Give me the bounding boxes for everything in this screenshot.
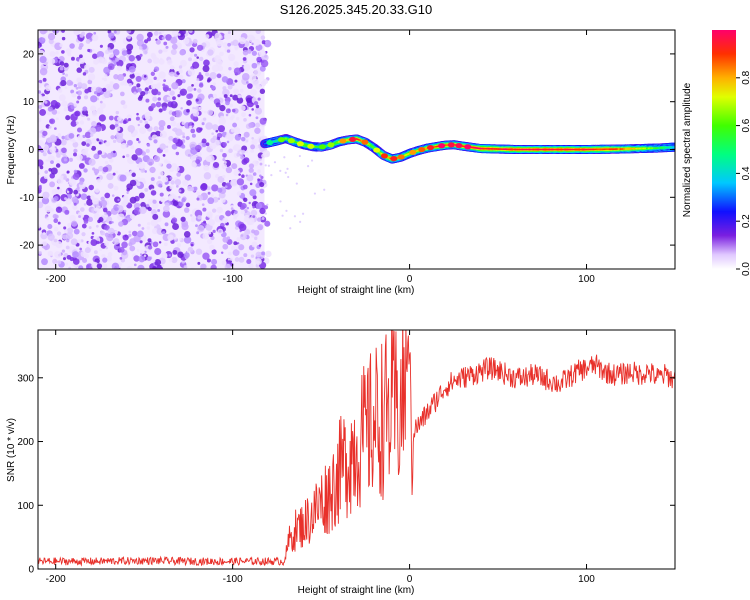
snr-ylabel: SNR (10 * v/v) — [6, 418, 17, 482]
signal-blob — [307, 143, 315, 149]
signal-blob — [373, 147, 381, 153]
spectrogram-xtick-label: -200 — [46, 274, 66, 285]
spectrogram-ytick-label: 0 — [28, 145, 34, 156]
spectrogram-xtick-label: 0 — [407, 274, 413, 285]
colorbar-tick-label: 0.8 — [741, 70, 750, 84]
snr-line — [38, 330, 675, 567]
snr-xlabel: Height of straight line (km) — [298, 585, 415, 596]
snr-xtick-label: 100 — [578, 574, 595, 585]
spectrogram-ytick-label: 10 — [23, 97, 35, 108]
signal-blob — [277, 137, 285, 143]
signal-blob — [349, 136, 357, 143]
colorbar-gradient — [712, 30, 736, 269]
colorbar-tick-label: 0.6 — [741, 118, 750, 132]
signal-blob — [397, 154, 405, 160]
signal-blob — [390, 156, 398, 162]
snr-plot: -200 -100 0 100 0 100 200 300 Height of straigh… — [6, 329, 676, 596]
spectrogram-ytick-label: -10 — [20, 193, 35, 204]
snr-xtick-label: 0 — [407, 574, 413, 585]
spectrogram-xtick-label: 100 — [578, 274, 595, 285]
page-title: S126.2025.345.20.33.G10 — [279, 2, 433, 17]
spectrogram-xtick-label: -100 — [223, 274, 243, 285]
signal-blob — [438, 143, 446, 149]
snr-xtick-label: -100 — [223, 574, 243, 585]
spectrogram-ytick-label: 20 — [23, 49, 35, 60]
spectrogram-ylabel: Frequency (Hz) — [6, 116, 17, 185]
colorbar-label: Normalized spectral amplitude — [682, 82, 693, 217]
signal-blob — [464, 144, 472, 150]
signal-blob — [455, 142, 463, 149]
colorbar-tick-label: 0.2 — [741, 214, 750, 228]
signal-blob — [418, 146, 426, 153]
snr-ytick-label: 100 — [17, 501, 34, 512]
spectrogram-signal-band — [259, 134, 675, 164]
signal-blob — [380, 153, 388, 159]
colorbar-tick-label: 0.0 — [741, 262, 750, 276]
signal-blob — [266, 139, 274, 146]
spectrogram-noise-speckle — [38, 30, 326, 269]
snr-xtick-label: -200 — [46, 574, 66, 585]
snr-ytick-label: 0 — [28, 565, 34, 576]
snr-frame — [37, 329, 676, 570]
signal-blob — [409, 149, 417, 155]
spectrogram-xlabel: Height of straight line (km) — [298, 285, 415, 296]
signal-blob — [287, 138, 295, 144]
signal-blob — [318, 144, 326, 150]
colorbar: 0.0 0.2 0.4 0.6 0.8 Normalized spectral ampl… — [682, 30, 750, 276]
signal-blob — [327, 142, 335, 148]
snr-ytick-label: 200 — [17, 437, 34, 448]
signal-blob — [361, 139, 369, 145]
colorbar-tick-label: 0.4 — [741, 166, 750, 180]
signal-blob — [427, 144, 435, 151]
spectrogram-ytick-label: -20 — [20, 241, 35, 252]
signal-blob — [447, 142, 455, 148]
signal-blob — [339, 138, 347, 144]
snr-ytick-label: 300 — [17, 373, 34, 384]
signal-blob — [296, 141, 304, 147]
